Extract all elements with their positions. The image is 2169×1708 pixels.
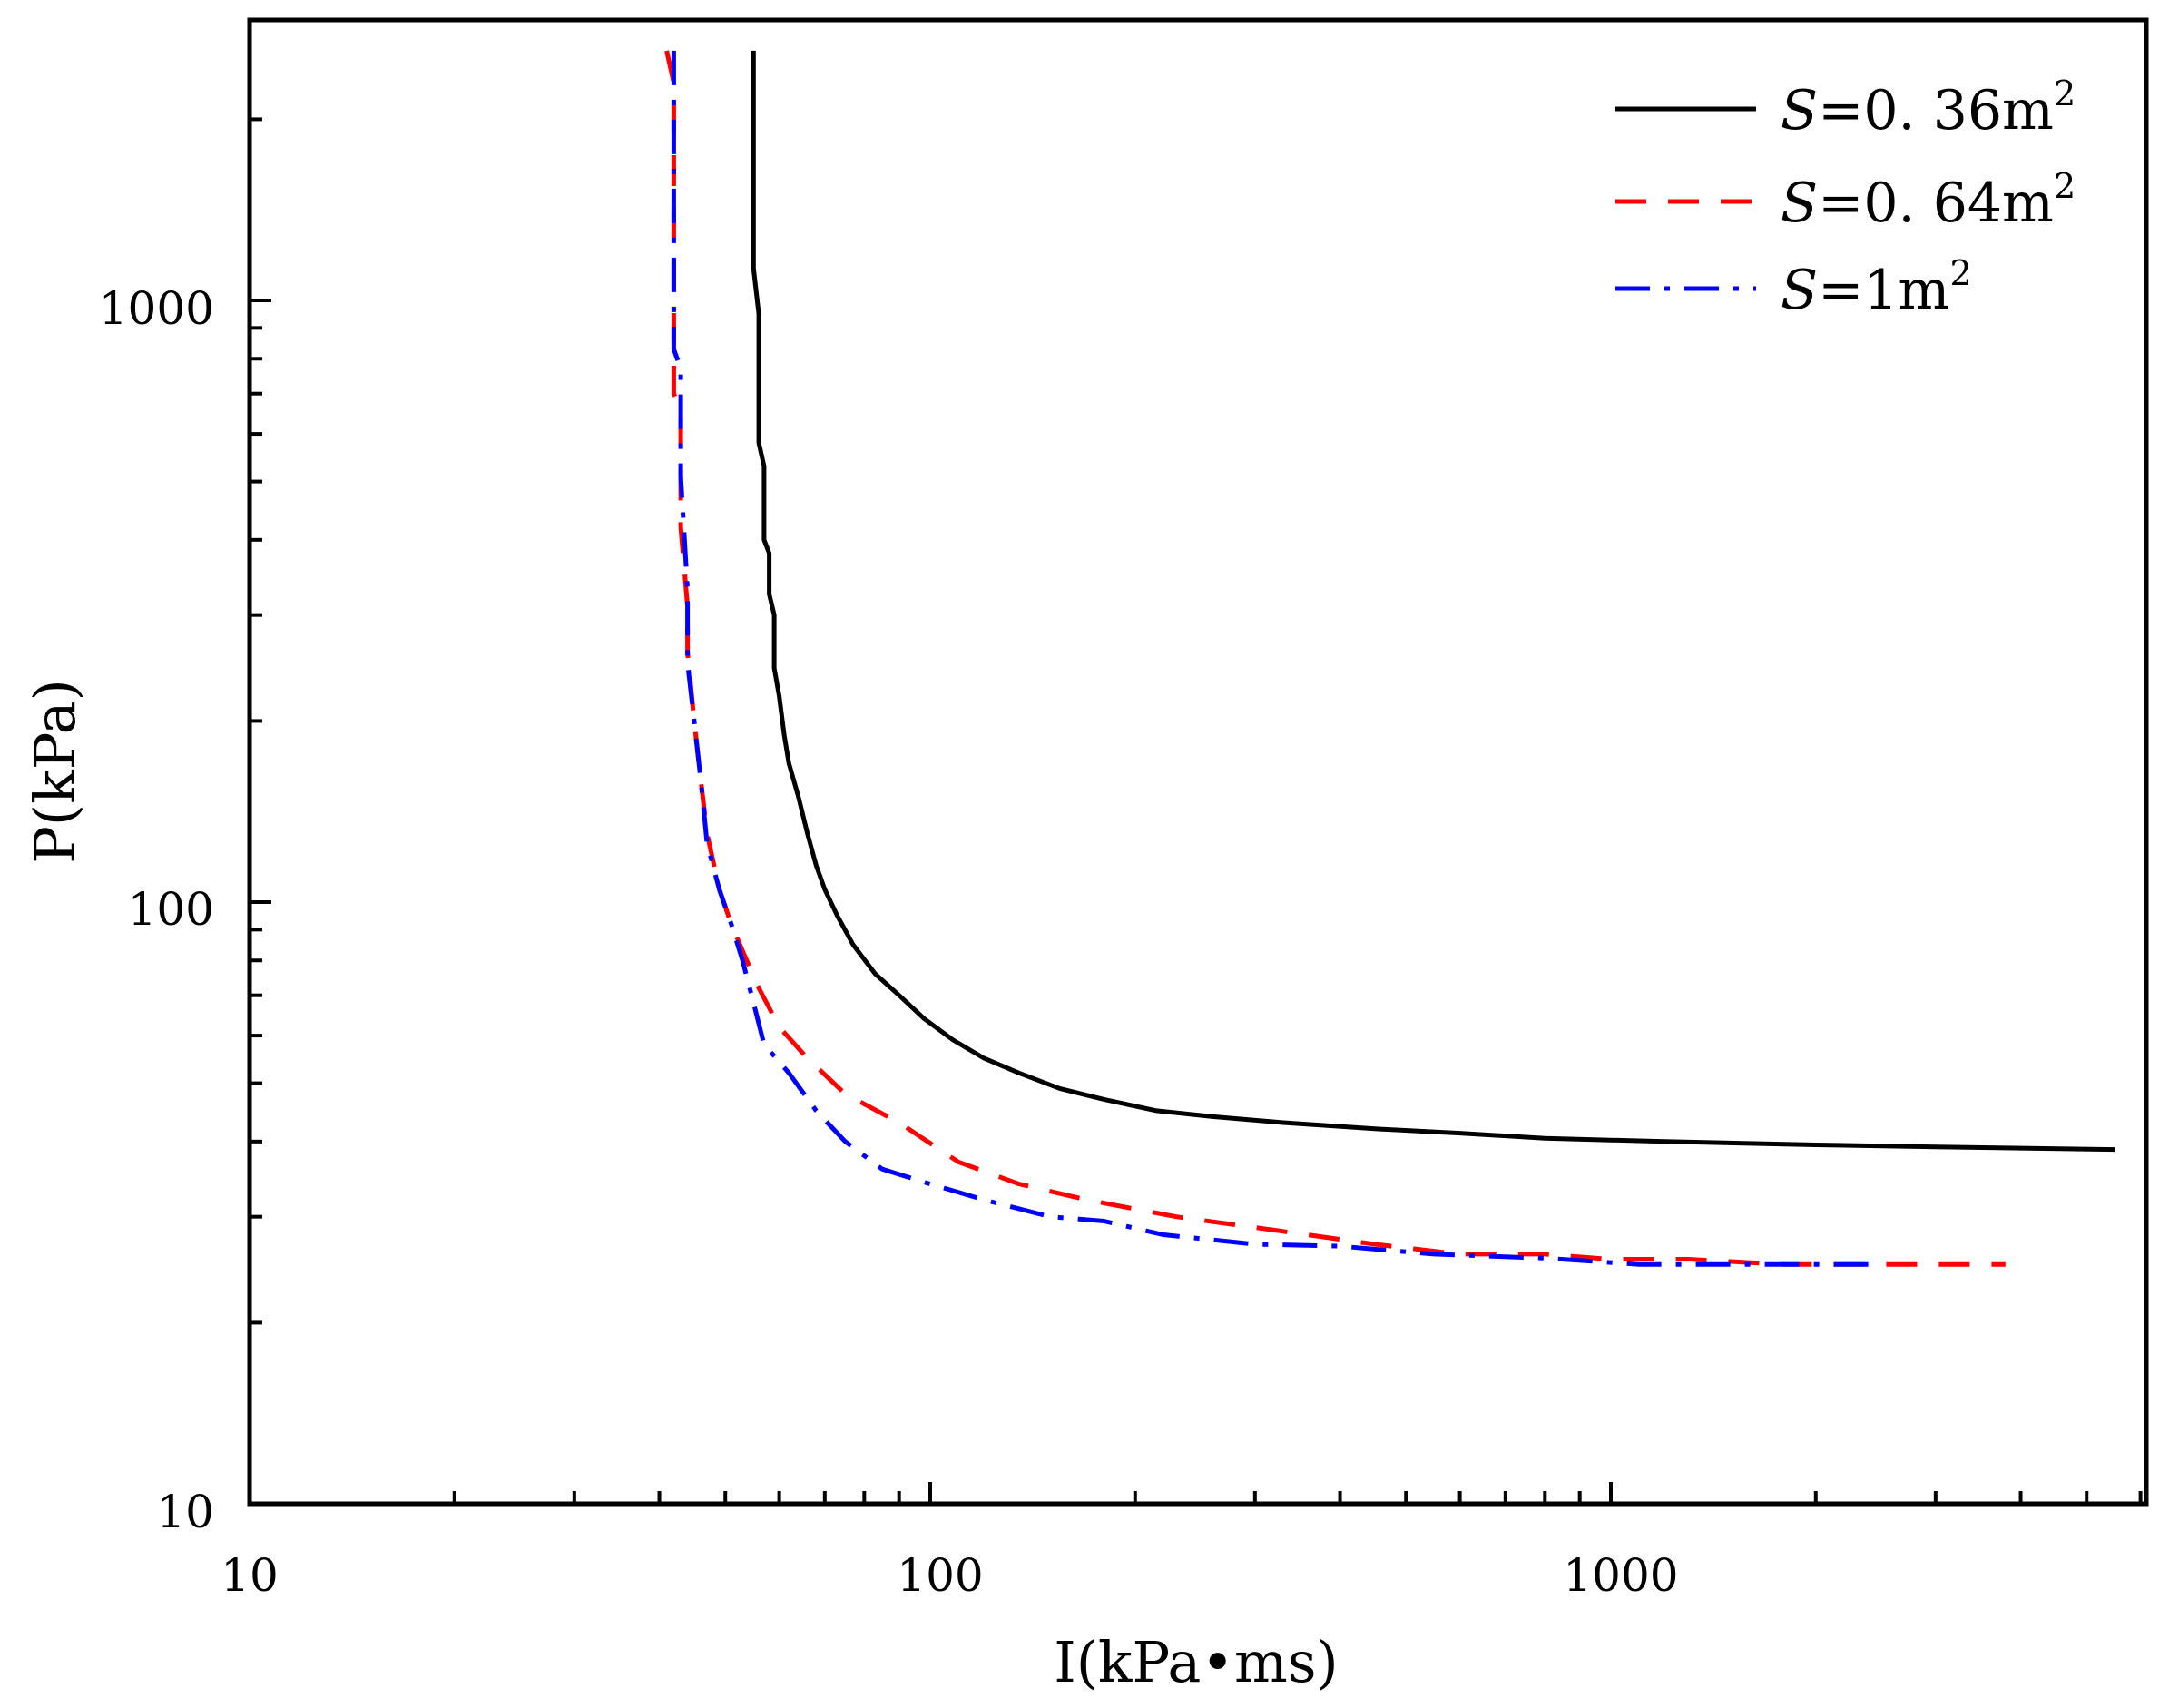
legend-label-s036: S=0. 36m2 bbox=[1781, 74, 2076, 142]
x-tick-label-100: 100 bbox=[897, 1549, 983, 1602]
legend-prefix-s064: S bbox=[1781, 172, 1818, 235]
legend-body-s1: =1m bbox=[1818, 259, 1949, 322]
legend: S=0. 36m2 S=0. 64m2 S=1m2 bbox=[1615, 74, 2076, 322]
legend-prefix-s1: S bbox=[1781, 259, 1818, 322]
legend-body-s064: =0. 64m bbox=[1818, 172, 2054, 235]
x-axis-title: I(kPa•ms) bbox=[1054, 1629, 1339, 1695]
plot-frame bbox=[247, 17, 2149, 1507]
y-tick-label-10: 10 bbox=[156, 1486, 214, 1538]
y-tick-label-100: 100 bbox=[128, 883, 214, 936]
legend-prefix-s036: S bbox=[1781, 79, 1818, 142]
y-axis-title: P(kPa) bbox=[22, 679, 88, 864]
legend-sup-s036: 2 bbox=[2054, 74, 2076, 113]
legend-label-s1: S=1m2 bbox=[1781, 253, 1972, 322]
legend-sup-s064: 2 bbox=[2054, 166, 2076, 206]
legend-label-s064: S=0. 64m2 bbox=[1781, 166, 2076, 235]
x-tick-label-1000: 1000 bbox=[1563, 1549, 1678, 1602]
ticks-layer bbox=[248, 117, 2143, 1506]
legend-body-s036: =0. 36m bbox=[1818, 79, 2054, 142]
series-line-1 bbox=[664, 50, 2006, 1267]
x-tick-label-10: 10 bbox=[221, 1549, 279, 1602]
legend-sup-s1: 2 bbox=[1949, 253, 1971, 293]
series-layer bbox=[664, 50, 2115, 1267]
series-line-2 bbox=[671, 50, 1882, 1267]
y-tick-label-1000: 1000 bbox=[99, 282, 214, 335]
series-line-0 bbox=[751, 50, 2115, 1153]
